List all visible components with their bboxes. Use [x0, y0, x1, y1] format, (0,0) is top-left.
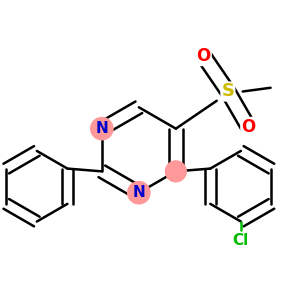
Circle shape: [166, 161, 186, 182]
Text: O: O: [241, 118, 255, 136]
Circle shape: [128, 182, 150, 204]
Circle shape: [91, 118, 113, 140]
Text: S: S: [221, 82, 234, 100]
Text: Cl: Cl: [233, 233, 249, 248]
Text: N: N: [133, 185, 145, 200]
Text: O: O: [196, 47, 211, 65]
Text: N: N: [95, 121, 108, 136]
